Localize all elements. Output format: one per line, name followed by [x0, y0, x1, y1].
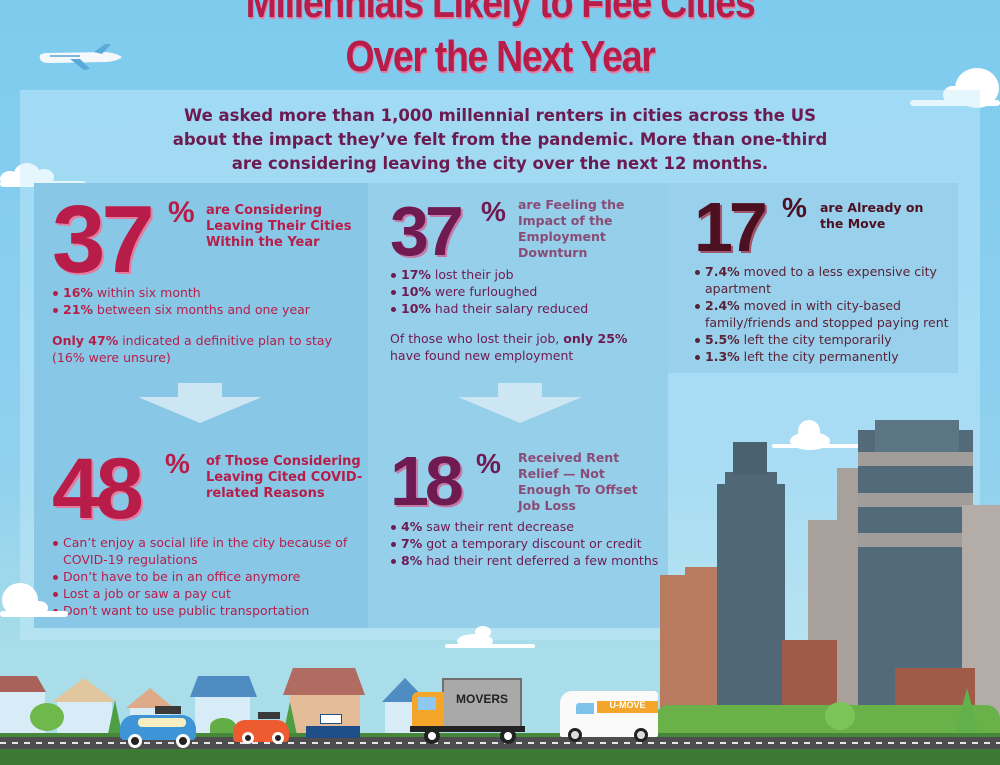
tree-icon — [30, 703, 64, 731]
list-item: 17% lost their job — [390, 266, 670, 283]
stat-note: Of those who lost their job, only 25% ha… — [390, 331, 628, 363]
van-label: U-MOVE — [609, 700, 646, 710]
list-item: 10% had their salary reduced — [390, 300, 670, 317]
list-item: 21% between six months and one year — [52, 301, 362, 318]
stat-heading: of Those Considering Leaving Cited COVID… — [206, 454, 363, 501]
intro-text: We asked more than 1,000 millennial rent… — [172, 106, 828, 173]
tree-icon — [825, 702, 855, 730]
list-item: Don’t want to use public transportation — [52, 602, 362, 619]
list-item: 1.3% left the city permanently — [694, 348, 964, 365]
list-item: 8% had their rent deferred a few months — [390, 552, 670, 569]
percent-sign: % — [168, 196, 195, 229]
stat-heading: Received Rent Relief — Not Enough To Off… — [518, 450, 638, 513]
stat-list: 4% saw their rent decrease 7% got a temp… — [390, 518, 670, 569]
cloud-city — [772, 420, 862, 452]
percent-sign: % — [476, 448, 501, 479]
percent-sign: % — [165, 448, 190, 479]
arrow-down-icon — [138, 383, 262, 423]
percent-sign: % — [481, 196, 506, 227]
stat-note: Only 47% indicated a definitive plan to … — [52, 333, 332, 365]
list-item: Lost a job or saw a pay cut — [52, 585, 362, 602]
stat-heading: are Considering Leaving Their Cities Wit… — [206, 203, 352, 250]
stat-number: 17 — [694, 188, 768, 266]
page-title-line-1: Millennials Likely to Flee Cities — [245, 0, 756, 27]
list-item: 4% saw their rent decrease — [390, 518, 670, 535]
cloud-middle — [445, 626, 535, 650]
stat-list: 7.4% moved to a less expensive city apar… — [694, 263, 964, 365]
grass — [0, 749, 1000, 765]
stat-number: 37 — [390, 192, 464, 270]
stat-list: 16% within six month 21% between six mon… — [52, 284, 362, 318]
arrow-down-icon — [458, 383, 582, 423]
bush-icon — [210, 718, 236, 735]
stat-list: Can’t enjoy a social life in the city be… — [52, 534, 362, 619]
list-item: 7% got a temporary discount or credit — [390, 535, 670, 552]
airplane-icon — [39, 44, 122, 70]
cloud-top-right — [910, 68, 1000, 108]
road-markings — [0, 742, 1000, 744]
stat-heading: are Feeling the Impact of the Employment… — [518, 197, 625, 260]
card-right — [668, 183, 958, 373]
list-item: 16% within six month — [52, 284, 362, 301]
stat-number: 37 — [52, 186, 155, 293]
cloud-bottom-left — [0, 583, 70, 623]
list-item: 7.4% moved to a less expensive city apar… — [694, 263, 964, 297]
list-item: 2.4% moved in with city-based family/fri… — [694, 297, 964, 331]
percent-sign: % — [782, 192, 807, 223]
list-item: 10% were furloughed — [390, 283, 670, 300]
page-title-line-2: Over the Next Year — [345, 32, 655, 81]
list-item: Can’t enjoy a social life in the city be… — [52, 534, 362, 568]
truck-label: MOVERS — [455, 692, 508, 706]
stat-heading: are Already on the Move — [820, 200, 924, 231]
list-item: Don’t have to be in an office anymore — [52, 568, 362, 585]
list-item: 5.5% left the city temporarily — [694, 331, 964, 348]
stat-number: 48 — [52, 441, 144, 537]
stat-list: 17% lost their job 10% were furloughed 1… — [390, 266, 670, 317]
stat-number: 18 — [390, 442, 464, 520]
